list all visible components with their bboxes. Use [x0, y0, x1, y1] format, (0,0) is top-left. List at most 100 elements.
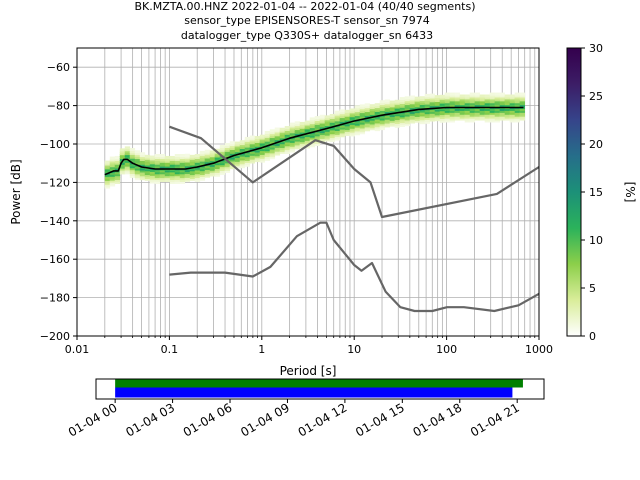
psd-histogram-cell — [429, 101, 436, 105]
psd-histogram-cell — [389, 104, 396, 108]
psd-histogram-cell — [174, 180, 181, 184]
y-tick-label: −180 — [40, 292, 70, 305]
psd-histogram-cell — [154, 171, 161, 175]
psd-histogram-cell — [179, 173, 186, 177]
psd-histogram-cell — [499, 102, 505, 106]
psd-histogram-cell — [429, 103, 436, 107]
psd-histogram-cell — [499, 104, 505, 108]
psd-histogram-cell — [234, 147, 241, 151]
psd-histogram-cell — [329, 114, 336, 118]
psd-histogram-cell — [324, 136, 331, 140]
psd-histogram-cell — [159, 169, 166, 173]
psd-histogram-cell — [474, 98, 481, 102]
psd-histogram-cell — [344, 130, 351, 134]
psd-histogram-cell — [419, 103, 426, 107]
psd-histogram-cell — [434, 98, 441, 102]
psd-histogram-cell — [144, 174, 151, 178]
psd-histogram-cell — [434, 104, 441, 108]
psd-histogram-cell — [474, 102, 481, 106]
psd-histogram-cell — [404, 98, 411, 102]
psd-histogram-cell — [239, 140, 246, 144]
psd-histogram-cell — [444, 100, 451, 104]
psd-histogram-cell — [314, 121, 321, 125]
psd-histogram-cell — [294, 136, 301, 140]
psd-histogram-cell — [329, 119, 336, 123]
psd-histogram-cell — [514, 109, 520, 113]
psd-histogram-cell — [379, 119, 386, 123]
psd-histogram-cell — [399, 123, 406, 127]
psd-histogram-cell — [514, 117, 520, 121]
psd-histogram-cell — [439, 119, 446, 123]
psd-histogram-cell — [509, 100, 515, 104]
psd-histogram-cell — [199, 156, 206, 160]
psd-histogram-cell — [334, 127, 341, 131]
psd-histogram-cell — [304, 128, 311, 132]
psd-histogram-cell — [479, 100, 485, 104]
psd-histogram-cell — [369, 104, 376, 108]
psd-histogram-cell — [189, 156, 196, 160]
psd-histogram-cell — [334, 129, 341, 133]
psd-histogram-cell — [304, 137, 311, 141]
psd-histogram-cell — [204, 149, 211, 153]
psd-histogram-cell — [289, 130, 296, 134]
psd-histogram-cell — [439, 108, 446, 112]
psd-histogram-cell — [479, 104, 485, 108]
psd-histogram-cell — [104, 174, 111, 178]
psd-histogram-cell — [174, 178, 181, 182]
psd-histogram-cell — [194, 154, 201, 158]
psd-histogram-cell — [184, 155, 191, 159]
psd-histogram-cell — [409, 99, 416, 103]
psd-histogram-cell — [334, 137, 341, 141]
psd-histogram-cell — [454, 104, 461, 108]
psd-histogram-cell — [389, 106, 396, 110]
psd-histogram-cell — [304, 126, 311, 130]
psd-histogram-cell — [304, 122, 311, 126]
psd-histogram-cell — [374, 122, 381, 126]
psd-histogram-cell — [384, 107, 391, 111]
timeline-tick-label: 01-04 18 — [411, 400, 465, 439]
psd-histogram-cell — [474, 111, 481, 115]
psd-histogram-cell — [199, 150, 206, 154]
psd-histogram-cell — [124, 165, 131, 169]
psd-histogram-cell — [189, 174, 196, 178]
psd-histogram-cell — [484, 119, 490, 123]
psd-histogram-cell — [469, 107, 476, 111]
psd-histogram-cell — [424, 109, 431, 113]
psd-histogram-cell — [499, 96, 505, 100]
psd-histogram-cell — [139, 167, 146, 171]
psd-histogram-cell — [329, 138, 336, 142]
psd-histogram-cell — [389, 117, 396, 121]
psd-histogram-cell — [489, 98, 495, 102]
psd-histogram-cell — [104, 183, 111, 187]
psd-histogram-cell — [174, 175, 181, 179]
psd-histogram-cell — [414, 106, 421, 110]
psd-histogram-cell — [304, 135, 311, 139]
psd-histogram-cell — [114, 165, 121, 169]
psd-histogram-cell — [264, 132, 271, 136]
psd-histogram-cell — [344, 109, 351, 113]
psd-histogram-cell — [384, 110, 391, 114]
psd-histogram-cell — [394, 107, 401, 111]
psd-histogram-cell — [264, 148, 271, 152]
psd-histogram-cell — [244, 158, 251, 162]
psd-histogram-cell — [214, 166, 221, 170]
psd-histogram-cell — [499, 109, 505, 113]
psd-histogram-cell — [454, 113, 461, 117]
psd-histogram-cell — [279, 148, 286, 152]
psd-histogram-cell — [459, 94, 466, 98]
psd-histogram-cell — [139, 156, 146, 160]
psd-histogram-cell — [449, 107, 456, 111]
psd-histogram-cell — [444, 119, 451, 123]
psd-histogram-cell — [269, 136, 276, 140]
psd-histogram-cell — [214, 167, 221, 171]
psd-histogram-cell — [339, 134, 346, 138]
colorbar-tick-label: 25 — [589, 90, 603, 103]
psd-histogram-cell — [159, 178, 166, 182]
psd-histogram-cell — [429, 99, 436, 103]
psd-histogram-cell — [234, 158, 241, 162]
psd-histogram-cell — [324, 119, 331, 123]
psd-histogram-cell — [179, 171, 186, 175]
psd-histogram-cell — [354, 124, 361, 128]
psd-histogram-cell — [369, 109, 376, 113]
